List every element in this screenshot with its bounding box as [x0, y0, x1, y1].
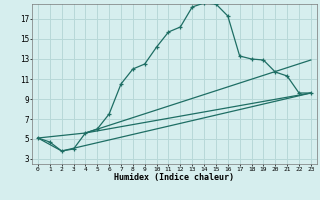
- X-axis label: Humidex (Indice chaleur): Humidex (Indice chaleur): [115, 173, 234, 182]
